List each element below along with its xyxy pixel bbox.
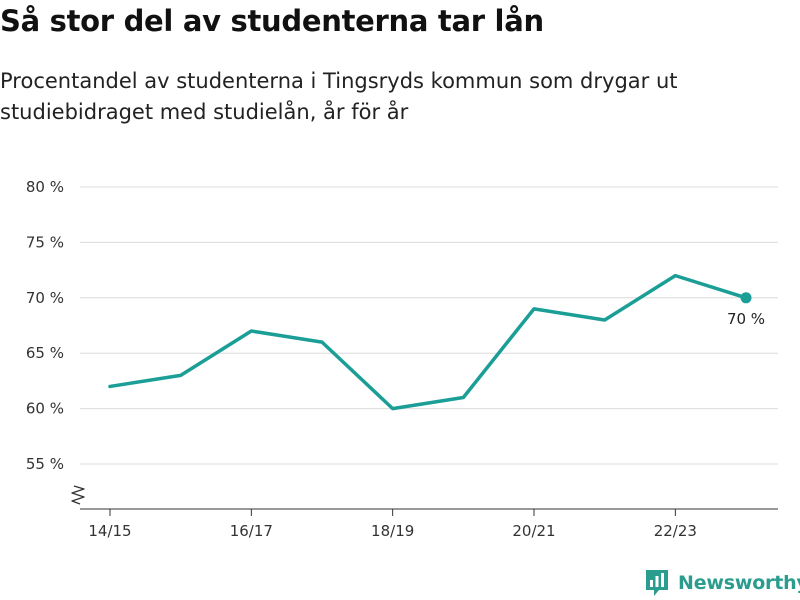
x-tick-label: 18/19 <box>371 522 414 540</box>
newsworthy-logo: Newsworthy <box>644 566 800 600</box>
y-tick-label: 65 % <box>26 344 64 362</box>
y-tick-label: 80 % <box>26 178 64 196</box>
x-tick-label: 22/23 <box>654 522 697 540</box>
x-tick-label: 20/21 <box>512 522 555 540</box>
last-data-point <box>740 292 752 304</box>
y-tick-label: 70 % <box>26 289 64 307</box>
x-tick-label: 16/17 <box>230 522 273 540</box>
series-line <box>108 273 748 411</box>
brand-name: Newsworthy <box>678 572 800 594</box>
chart-title: Så stor del av studenterna tar lån <box>0 4 544 38</box>
y-axis-break-icon <box>71 485 85 505</box>
labels: 70 % <box>727 310 765 328</box>
bar-chart-logo-icon <box>646 570 668 596</box>
x-tick-label: 14/15 <box>88 522 131 540</box>
series-layer <box>108 273 752 411</box>
y-tick-label: 75 % <box>26 233 64 251</box>
chart-subtitle: Procentandel av studenterna i Tingsryds … <box>0 69 678 124</box>
grid-lines <box>80 186 778 465</box>
last-point-label: 70 % <box>727 310 765 328</box>
y-tick-label: 55 % <box>26 455 64 473</box>
y-tick-label: 60 % <box>26 400 64 418</box>
axes: 55 % 60 % 65 % 70 % 75 % 80 % 14/15 16/17 18/19 2… <box>26 178 778 540</box>
